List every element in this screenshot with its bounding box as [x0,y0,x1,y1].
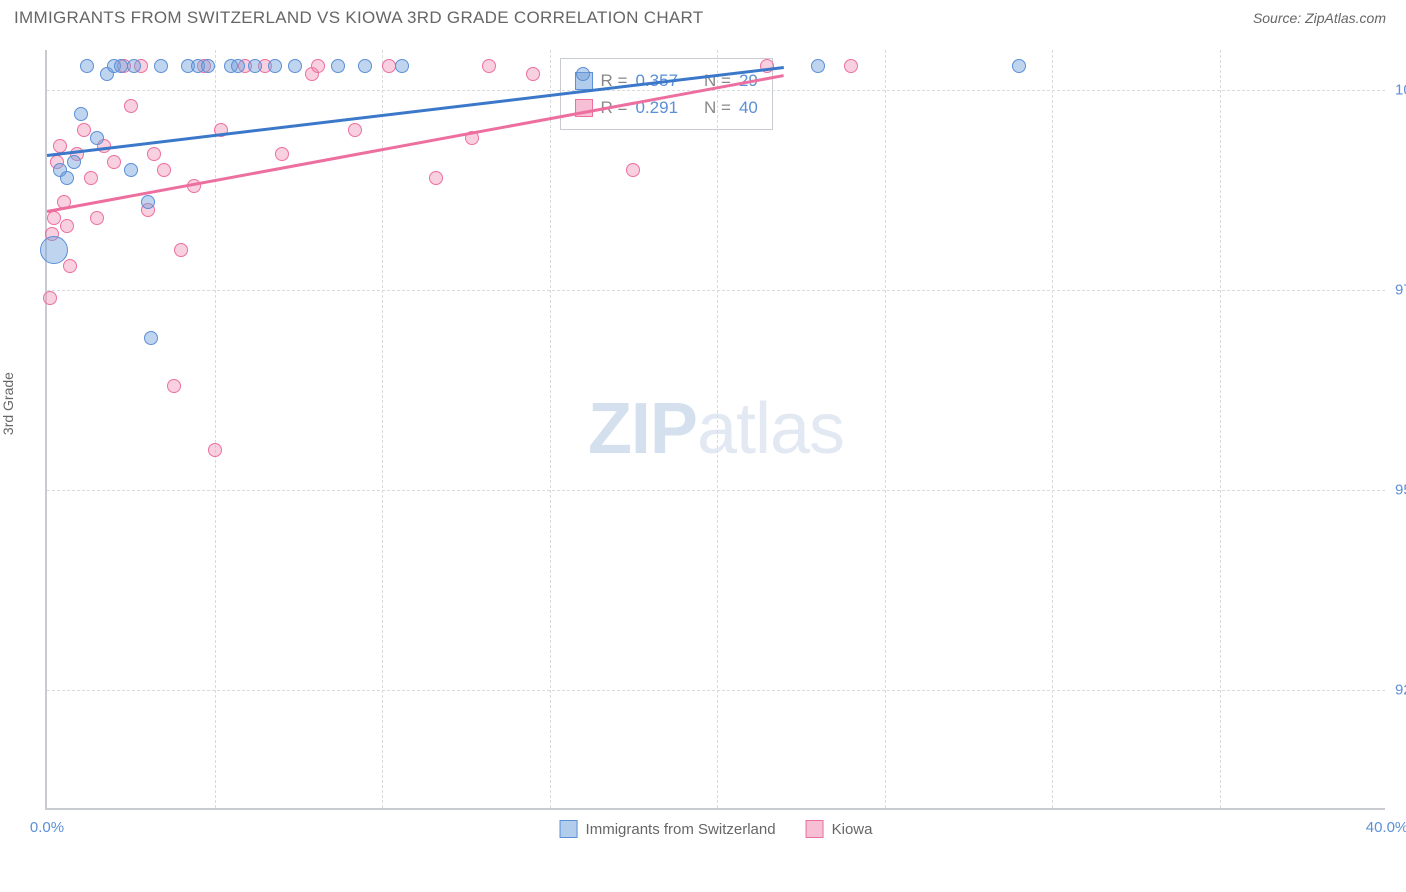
gridline-v [1220,50,1221,808]
scatter-point [268,59,282,73]
scatter-point [1012,59,1026,73]
scatter-point [147,147,161,161]
scatter-point [358,59,372,73]
scatter-point [74,107,88,121]
scatter-point [275,147,289,161]
scatter-point [844,59,858,73]
scatter-point [231,59,245,73]
scatter-point [576,67,590,81]
scatter-point [90,131,104,145]
scatter-point [84,171,98,185]
scatter-point [331,59,345,73]
gridline-h [47,90,1385,91]
scatter-point [144,331,158,345]
gridline-v [215,50,216,808]
watermark-light: atlas [697,389,844,469]
scatter-point [107,155,121,169]
y-tick-label: 95.0% [1395,482,1406,499]
scatter-point [43,291,57,305]
scatter-point [63,259,77,273]
n-value-pink: 40 [739,94,758,121]
legend-label-kiowa: Kiowa [832,821,873,838]
series-legend: Immigrants from Switzerland Kiowa [560,820,873,838]
chart-area: ZIPatlas R = 0.357 N = 29 R = 0.291 N = … [45,50,1385,810]
gridline-v [550,50,551,808]
swatch-blue-icon [560,820,578,838]
y-tick-label: 100.0% [1395,82,1406,99]
x-tick-label: 0.0% [30,819,64,836]
legend-item-kiowa: Kiowa [806,820,873,838]
gridline-h [47,490,1385,491]
watermark: ZIPatlas [588,388,844,470]
scatter-point [127,59,141,73]
scatter-point [174,243,188,257]
scatter-point [626,163,640,177]
stats-legend: R = 0.357 N = 29 R = 0.291 N = 40 [560,58,773,130]
scatter-point [201,59,215,73]
scatter-point [311,59,325,73]
scatter-point [348,123,362,137]
scatter-point [157,163,171,177]
scatter-point [141,195,155,209]
scatter-point [77,123,91,137]
legend-item-switzerland: Immigrants from Switzerland [560,820,776,838]
scatter-point [60,219,74,233]
gridline-h [47,290,1385,291]
gridline-v [1052,50,1053,808]
scatter-point [47,211,61,225]
scatter-point [288,59,302,73]
scatter-point [114,59,128,73]
scatter-point [40,236,68,264]
scatter-point [429,171,443,185]
scatter-point [80,59,94,73]
gridline-v [717,50,718,808]
swatch-pink-icon [806,820,824,838]
scatter-point [60,171,74,185]
scatter-point [482,59,496,73]
scatter-point [124,163,138,177]
source-label: Source: ZipAtlas.com [1253,10,1386,26]
gridline-h [47,690,1385,691]
scatter-point [67,155,81,169]
y-axis-title: 3rd Grade [0,372,16,435]
scatter-point [167,379,181,393]
y-tick-label: 97.5% [1395,282,1406,299]
scatter-point [124,99,138,113]
scatter-point [154,59,168,73]
gridline-v [382,50,383,808]
watermark-bold: ZIP [588,389,697,469]
scatter-point [90,211,104,225]
legend-label-switzerland: Immigrants from Switzerland [586,821,776,838]
scatter-point [208,443,222,457]
y-tick-label: 92.5% [1395,682,1406,699]
scatter-point [248,59,262,73]
scatter-point [382,59,396,73]
scatter-point [526,67,540,81]
x-tick-label: 40.0% [1366,819,1406,836]
gridline-v [885,50,886,808]
chart-title: IMMIGRANTS FROM SWITZERLAND VS KIOWA 3RD… [14,8,704,28]
scatter-point [395,59,409,73]
scatter-point [811,59,825,73]
